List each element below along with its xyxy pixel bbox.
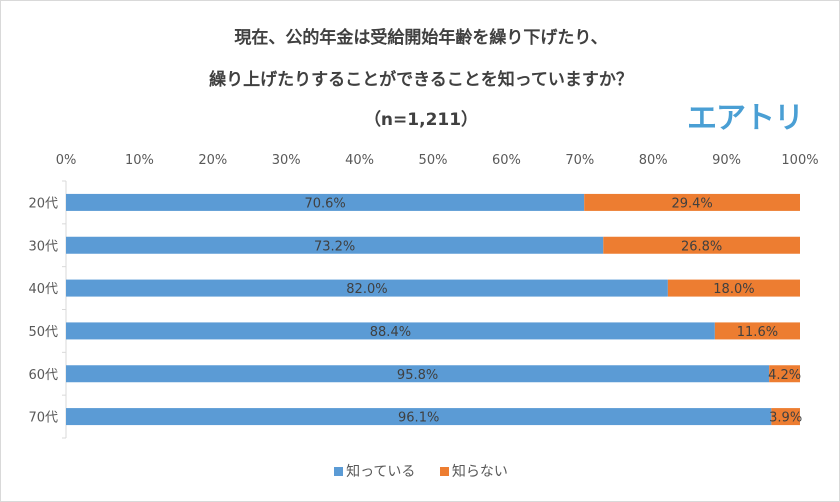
x-tick-label: 70% <box>565 153 594 168</box>
bar-segment <box>603 236 800 254</box>
x-tick-label: 80% <box>639 153 668 168</box>
data-label: 3.9% <box>769 411 802 426</box>
logo: エアトリ <box>687 101 804 136</box>
bar-segment <box>66 365 770 383</box>
x-tick-label: 50% <box>419 153 448 168</box>
legend-swatch <box>334 467 344 476</box>
y-tick-label: 40代 <box>28 282 58 297</box>
data-label: 88.4% <box>370 325 411 340</box>
bar-segment <box>66 279 668 297</box>
x-tick-label: 30% <box>272 153 301 168</box>
chart-subtitle: （n=1,211） <box>363 110 479 130</box>
x-tick-label: 40% <box>345 153 374 168</box>
data-label: 70.6% <box>304 196 345 211</box>
legend-item-known: 知っている <box>334 464 415 480</box>
legend: 知っている 知らない <box>1 461 839 481</box>
data-label: 11.6% <box>737 325 778 340</box>
bar-segment <box>714 322 800 340</box>
bar-segment <box>584 193 800 211</box>
data-label: 95.8% <box>397 368 438 383</box>
bar-segment <box>771 408 800 426</box>
chart-title-line-2: 繰り上げたりすることができることを知っていますか？ <box>209 70 633 90</box>
data-label: 73.2% <box>314 239 355 254</box>
data-label: 18.0% <box>713 282 754 297</box>
chart-title-line-1: 現在、公的年金は受給開始年齢を繰り下げたり、 <box>234 28 608 48</box>
x-tick-label: 100% <box>781 153 818 168</box>
legend-label: 知っている <box>346 464 416 480</box>
data-label: 4.2% <box>768 368 801 383</box>
data-label: 26.8% <box>681 239 722 254</box>
x-tick-label: 0% <box>56 153 77 168</box>
legend-item-unknown: 知らない <box>439 464 508 480</box>
data-label: 82.0% <box>346 282 387 297</box>
y-tick-label: 70代 <box>28 411 58 426</box>
y-tick-label: 20代 <box>28 196 58 211</box>
legend-label: 知らない <box>451 464 508 480</box>
y-tick-label: 50代 <box>28 325 58 340</box>
x-tick-label: 20% <box>198 153 227 168</box>
x-tick-label: 90% <box>712 153 741 168</box>
y-tick-label: 60代 <box>28 368 58 383</box>
x-tick-label: 60% <box>492 153 521 168</box>
y-tick-label: 30代 <box>28 239 58 254</box>
bar-segment <box>66 322 715 340</box>
bar-segment <box>66 408 772 426</box>
x-tick-label: 10% <box>125 153 154 168</box>
bar-segment <box>66 236 604 254</box>
bar-segment <box>769 365 800 383</box>
bar-segment <box>667 279 800 297</box>
data-label: 96.1% <box>398 411 439 426</box>
data-label: 29.4% <box>671 196 712 211</box>
legend-swatch <box>439 467 449 476</box>
bar-segment <box>66 193 585 211</box>
